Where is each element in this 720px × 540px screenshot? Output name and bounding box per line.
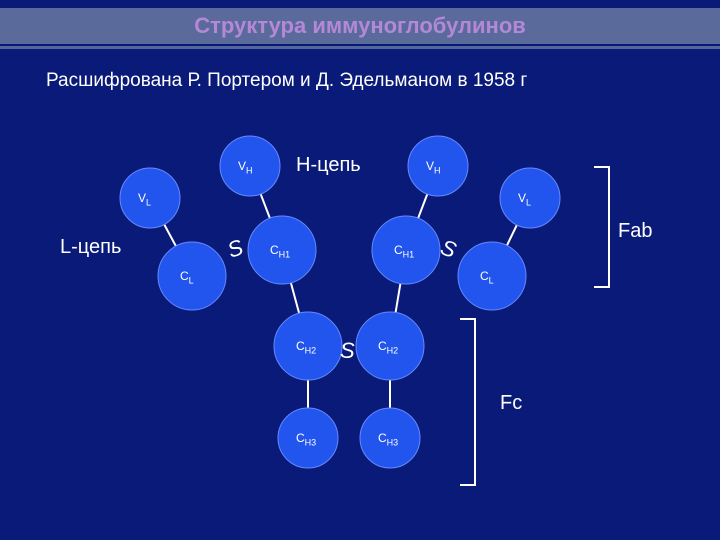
label-fab: Fab bbox=[618, 220, 652, 243]
s-bond-2: S bbox=[340, 338, 355, 364]
diagram-svg bbox=[0, 0, 720, 540]
node-label-VL_right: VL bbox=[518, 191, 531, 207]
node-label-VH_right: VH bbox=[426, 159, 441, 175]
bracket-fab bbox=[594, 166, 610, 288]
node-label-CH1_right: CH1 bbox=[394, 243, 414, 259]
node-label-CH3_left: CH3 bbox=[296, 431, 316, 447]
node-label-CL_right: CL bbox=[480, 269, 494, 285]
bracket-fc bbox=[460, 318, 476, 486]
node-label-CH1_left: CH1 bbox=[270, 243, 290, 259]
label-h-chain: Н-цепь bbox=[296, 154, 361, 177]
node-label-CH2_left: CH2 bbox=[296, 339, 316, 355]
slide-root: Структура иммуноглобулинов Расшифрована … bbox=[0, 0, 720, 540]
node-label-CH3_right: CH3 bbox=[378, 431, 398, 447]
node-label-CH2_right: CH2 bbox=[378, 339, 398, 355]
node-label-VL_left: VL bbox=[138, 191, 151, 207]
label-l-chain: L-цепь bbox=[60, 236, 121, 259]
node-label-CL_left: CL bbox=[180, 269, 194, 285]
node-label-VH_left: VH bbox=[238, 159, 253, 175]
label-fc: Fc bbox=[500, 392, 522, 415]
